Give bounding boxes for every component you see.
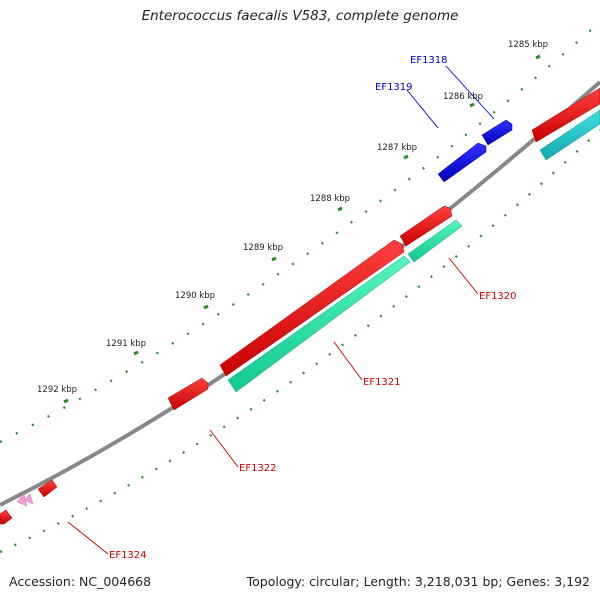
- callout-ef1322: [209, 429, 239, 468]
- tick-label-1289: 1289 kbp: [243, 243, 283, 253]
- reverse-cds-features: [437, 119, 513, 183]
- gene-label-ef1319[interactable]: EF1319: [375, 82, 413, 93]
- genome-stats-text: Topology: circular; Length: 3,218,031 bp…: [246, 574, 590, 589]
- cds-ef1322: [167, 377, 209, 411]
- callout-ef1319: [406, 89, 439, 129]
- gene-label-ef1324[interactable]: EF1324: [109, 550, 147, 561]
- cds-right-edge: [531, 87, 600, 143]
- cds-ef1320: [399, 205, 453, 247]
- forward-cds-features: [0, 87, 600, 525]
- cds-left-edge: [0, 509, 13, 525]
- major-tick-1285: [535, 54, 541, 60]
- map-title: Enterococcus faecalis V583, complete gen…: [141, 8, 459, 24]
- tick-label-1291: 1291 kbp: [106, 339, 146, 349]
- gene-label-ef1318[interactable]: EF1318: [410, 55, 448, 66]
- tick-label-1286: 1286 kbp: [443, 92, 483, 102]
- gene-labels: EF1318 EF1319 EF1320 EF1321 EF1322 EF132…: [109, 55, 517, 561]
- major-tick-1287: [403, 154, 409, 160]
- callout-ef1324: [67, 521, 109, 555]
- major-tick-1289: [271, 256, 277, 262]
- outer-tick-track: [0, 21, 600, 443]
- major-tick-1292: [63, 398, 69, 404]
- tick-label-1290: 1290 kbp: [175, 291, 215, 301]
- tick-label-1287: 1287 kbp: [377, 143, 417, 153]
- major-tick-1286: [469, 102, 475, 108]
- major-tick-1291: [133, 350, 139, 356]
- tick-labels: 1285 kbp 1286 kbp 1287 kbp 1288 kbp 1289…: [37, 40, 548, 395]
- callout-ef1318: [445, 65, 495, 120]
- accession-text: Accession: NC_004668: [9, 574, 152, 589]
- tick-label-1285: 1285 kbp: [508, 40, 548, 50]
- inner-tick-track: [0, 129, 600, 553]
- pink-features: [16, 493, 34, 507]
- callout-ef1320: [448, 257, 479, 295]
- gene-label-ef1322[interactable]: EF1322: [239, 463, 277, 474]
- cds-ef1321: [219, 239, 405, 377]
- cds-ef1319: [437, 142, 487, 183]
- rna-track-features: [227, 109, 600, 393]
- major-tick-1288: [337, 206, 343, 212]
- cds-ef1318: [481, 119, 513, 146]
- cds-ef1324: [37, 479, 58, 498]
- callout-lines: [67, 65, 495, 555]
- callout-ef1321: [333, 341, 363, 381]
- major-tick-1290: [203, 304, 209, 310]
- gene-label-ef1321[interactable]: EF1321: [363, 377, 401, 388]
- tick-label-1288: 1288 kbp: [310, 194, 350, 204]
- tick-label-1292: 1292 kbp: [37, 385, 77, 395]
- gene-label-ef1320[interactable]: EF1320: [479, 291, 517, 302]
- rna-ef1321: [227, 255, 411, 393]
- pink-arrow-2: [23, 493, 34, 505]
- rna-ef1320: [407, 219, 463, 263]
- rna-cyan-right: [539, 109, 600, 161]
